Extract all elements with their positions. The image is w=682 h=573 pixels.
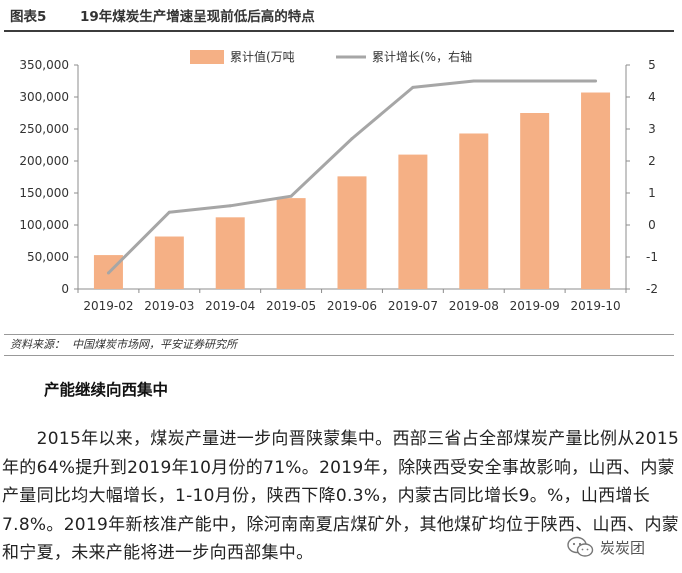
growth-point <box>411 85 415 89</box>
x-tick-label: 2019-09 <box>510 299 560 313</box>
legend-bar-label: 累计值(万吨 <box>230 49 295 64</box>
growth-point <box>472 79 476 83</box>
legend-line-label: 累计增长(%，右轴 <box>372 49 472 64</box>
x-tick-label: 2019-05 <box>266 299 316 313</box>
growth-point <box>228 204 232 208</box>
y-left-tick-label: 300,000 <box>19 90 69 104</box>
y-left-tick-label: 0 <box>61 282 69 296</box>
combo-chart: 0 50,000 100,000 150,000 200,000 250,000 300,0… <box>19 49 658 313</box>
growth-point <box>106 271 110 275</box>
wechat-icon <box>567 536 594 557</box>
y-left-tick-label: 200,000 <box>19 154 69 168</box>
x-tick-label: 2019-06 <box>327 299 377 313</box>
x-tick-label: 2019-10 <box>570 299 620 313</box>
x-tick-label: 2019-03 <box>144 299 194 313</box>
y-right-tick-label: 1 <box>648 186 656 200</box>
growth-point <box>350 137 354 141</box>
chart-figure: 图表5 19年煤炭生产增速呈现前低后高的特点 0 50,000 100,000 150… <box>4 6 674 356</box>
growth-point <box>167 210 171 214</box>
watermark-text: 炭炭团 <box>600 538 646 557</box>
legend-bar-swatch <box>190 50 224 64</box>
y-right-tick-label: 5 <box>648 58 656 72</box>
growth-point <box>594 79 598 83</box>
y-right-tick-label: 2 <box>648 154 656 168</box>
article-paragraph: 2015年以来，煤炭产量进一步向晋陕蒙集中。西部三省占全部煤炭产量比例从2015… <box>2 429 680 563</box>
y-right-tick-label: 4 <box>648 90 656 104</box>
bar <box>459 133 489 289</box>
y-right-tick-label: 0 <box>648 218 656 232</box>
bar <box>581 92 611 289</box>
figure-label: 图表5 <box>10 9 47 25</box>
y-left-tick-label: 250,000 <box>19 122 69 136</box>
x-tick-label: 2019-04 <box>205 299 255 313</box>
growth-point <box>533 79 537 83</box>
y-left-tick-label: 50,000 <box>27 250 69 264</box>
figure-title: 19年煤炭生产增速呈现前低后高的特点 <box>80 9 315 25</box>
source-bar: 资料来源： 中国煤炭市场网，平安证券研究所 <box>4 334 674 356</box>
bar <box>337 176 367 289</box>
bar <box>154 236 184 289</box>
y-left-tick-label: 150,000 <box>19 186 69 200</box>
y-left-tick-label: 350,000 <box>19 58 69 72</box>
x-tick-label: 2019-08 <box>449 299 499 313</box>
watermark: 炭炭团 <box>566 535 645 559</box>
figure-title-bar: 图表5 19年煤炭生产增速呈现前低后高的特点 <box>4 6 674 32</box>
source-text: 中国煤炭市场网，平安证券研究所 <box>72 338 237 351</box>
source-label: 资料来源： <box>10 338 65 351</box>
growth-point <box>289 194 293 198</box>
y-right-tick-label: -1 <box>646 250 658 264</box>
bar <box>215 217 245 289</box>
bar <box>398 154 428 289</box>
section-heading: 产能继续向西集中 <box>44 381 169 399</box>
y-right-tick-label: -2 <box>646 282 658 296</box>
x-tick-label: 2019-02 <box>83 299 133 313</box>
bar <box>276 198 306 289</box>
y-left-tick-label: 100,000 <box>19 218 69 232</box>
article-body: 2015年以来，煤炭产量进一步向晋陕蒙集中。西部三省占全部煤炭产量比例从2015… <box>2 425 682 568</box>
y-right-tick-label: 3 <box>648 122 656 136</box>
x-tick-label: 2019-07 <box>388 299 438 313</box>
bar <box>520 113 550 289</box>
